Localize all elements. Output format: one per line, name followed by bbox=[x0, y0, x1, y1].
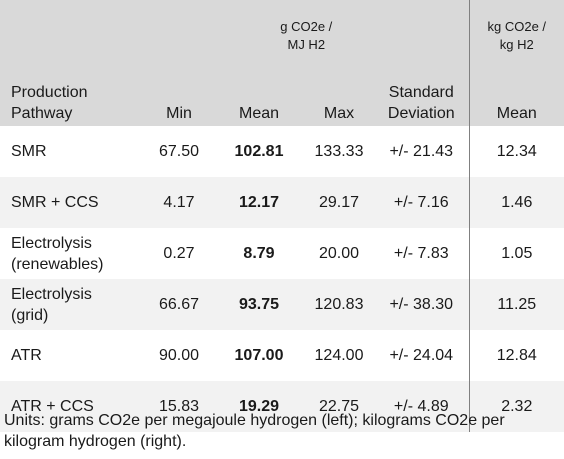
cell-min: 4.17 bbox=[144, 177, 214, 228]
cell-std: +/- 21.43 bbox=[374, 126, 470, 177]
table-row: Electrolysis (renewables) 0.27 8.79 20.0… bbox=[0, 228, 564, 279]
cell-pathway: ATR + CCS bbox=[0, 381, 144, 432]
cell-pathway: SMR bbox=[0, 126, 144, 177]
units-left-label: g CO2e / MJ H2 bbox=[144, 0, 470, 72]
header-mean: Mean bbox=[214, 72, 304, 126]
header-max: Max bbox=[304, 72, 374, 126]
cell-std: +/- 4.89 bbox=[374, 381, 470, 432]
cell-mean-kg: 1.46 bbox=[468, 177, 564, 228]
cell-pathway: SMR + CCS bbox=[0, 177, 144, 228]
cell-std: +/- 38.30 bbox=[374, 279, 470, 330]
header-min: Min bbox=[144, 72, 214, 126]
cell-mean-kg: 12.84 bbox=[468, 330, 564, 381]
header-mean-kg: Mean bbox=[468, 72, 564, 126]
cell-pathway: ATR bbox=[0, 330, 144, 381]
cell-mean-kg: 1.05 bbox=[468, 228, 564, 279]
cell-std: +/- 7.16 bbox=[374, 177, 470, 228]
table-row: SMR 67.50 102.81 133.33 +/- 21.43 12.34 bbox=[0, 126, 564, 177]
units-right-label: kg CO2e / kg H2 bbox=[468, 0, 564, 72]
cell-mean-kg: 12.34 bbox=[468, 126, 564, 177]
cell-mean: 107.00 bbox=[214, 330, 304, 381]
cell-pathway: Electrolysis (grid) bbox=[0, 279, 144, 330]
table-row: SMR + CCS 4.17 12.17 29.17 +/- 7.16 1.46 bbox=[0, 177, 564, 228]
table-header: g CO2e / MJ H2 kg CO2e / kg H2 Productio… bbox=[0, 0, 564, 126]
cell-min: 0.27 bbox=[144, 228, 214, 279]
table-row: Electrolysis (grid) 66.67 93.75 120.83 +… bbox=[0, 279, 564, 330]
cell-std: +/- 7.83 bbox=[374, 228, 470, 279]
cell-mean: 12.17 bbox=[214, 177, 304, 228]
cell-std: +/- 24.04 bbox=[374, 330, 470, 381]
cell-mean-kg: 2.32 bbox=[468, 381, 564, 432]
cell-mean: 8.79 bbox=[214, 228, 304, 279]
cell-max: 29.17 bbox=[304, 177, 374, 228]
header-pathway-text: Production Pathway bbox=[11, 84, 88, 122]
cell-max: 22.75 bbox=[304, 381, 374, 432]
header-spacer bbox=[0, 0, 144, 72]
cell-mean: 19.29 bbox=[214, 381, 304, 432]
header-std-text: Standard Deviation bbox=[387, 84, 455, 122]
header-pathway: Production Pathway bbox=[0, 72, 144, 126]
table-row: ATR + CCS 15.83 19.29 22.75 +/- 4.89 2.3… bbox=[0, 381, 564, 432]
cell-min: 90.00 bbox=[144, 330, 214, 381]
cell-max: 133.33 bbox=[304, 126, 374, 177]
cell-max: 124.00 bbox=[304, 330, 374, 381]
cell-mean: 102.81 bbox=[214, 126, 304, 177]
cell-max: 20.00 bbox=[304, 228, 374, 279]
table-row: ATR 90.00 107.00 124.00 +/- 24.04 12.84 bbox=[0, 330, 564, 381]
units-left-text: g CO2e / MJ H2 bbox=[280, 19, 333, 52]
cell-pathway: Electrolysis (renewables) bbox=[0, 228, 144, 279]
cell-min: 67.50 bbox=[144, 126, 214, 177]
units-footnote: Units: grams CO2e per megajoule hydrogen… bbox=[4, 412, 505, 450]
cell-max: 120.83 bbox=[304, 279, 374, 330]
header-std: Standard Deviation bbox=[374, 72, 470, 126]
cell-min: 15.83 bbox=[144, 381, 214, 432]
units-right-text: kg CO2e / kg H2 bbox=[487, 19, 547, 52]
cell-min: 66.67 bbox=[144, 279, 214, 330]
emissions-table: g CO2e / MJ H2 kg CO2e / kg H2 Productio… bbox=[0, 0, 564, 432]
table-body: SMR 67.50 102.81 133.33 +/- 21.43 12.34 … bbox=[0, 126, 564, 432]
cell-mean: 93.75 bbox=[214, 279, 304, 330]
cell-mean-kg: 11.25 bbox=[468, 279, 564, 330]
